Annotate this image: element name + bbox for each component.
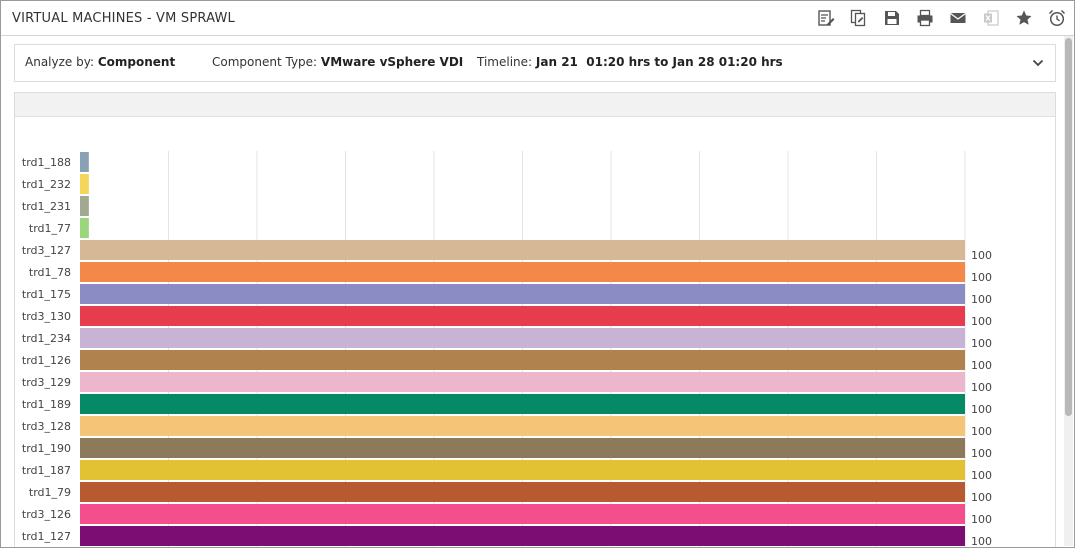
vm-sprawl-bar-chart: trd1_188 trd1_232 trd1_231 trd1_77 trd3_127 1…	[22, 151, 992, 548]
bar-trd1_232[interactable]	[80, 174, 89, 194]
category-label: trd1_189	[22, 398, 71, 411]
schedule-button[interactable]	[1046, 7, 1068, 29]
category-label: trd1_231	[22, 200, 71, 213]
bar-trd1_190[interactable]	[80, 438, 965, 458]
category-label: trd1_126	[22, 354, 71, 367]
category-label: trd3_130	[22, 310, 71, 323]
bar-trd1_126[interactable]	[80, 350, 965, 370]
report-toolbar	[815, 7, 1068, 29]
bar-trd3_126[interactable]	[80, 504, 965, 524]
bar-value-label: 100	[971, 359, 992, 372]
bar-trd3_128[interactable]	[80, 416, 965, 436]
chevron-down-icon[interactable]	[1031, 56, 1045, 70]
bar-value-label: 100	[971, 293, 992, 306]
category-label: trd1_188	[22, 156, 71, 169]
filter-summary-bar: Analyze by: Component Component Type: VM…	[14, 44, 1056, 82]
component-type-label: Component Type:	[212, 55, 318, 69]
analyze-by-filter: Analyze by: Component	[25, 55, 175, 69]
category-label: trd1_232	[22, 178, 71, 191]
bar-value-label: 100	[971, 249, 992, 262]
bar-trd1_79[interactable]	[80, 482, 965, 502]
bar-trd1_187[interactable]	[80, 460, 965, 480]
bar-value-label: 100	[971, 425, 992, 438]
bar-value-label: 100	[971, 513, 992, 526]
category-label: trd1_77	[29, 222, 71, 235]
category-label: trd3_129	[22, 376, 71, 389]
category-label: trd3_126	[22, 508, 71, 521]
bar-value-label: 100	[971, 469, 992, 482]
title-bar: VIRTUAL MACHINES - VM SPRAWL	[1, 1, 1074, 36]
print-button[interactable]	[914, 7, 936, 29]
schedule-alarm-icon	[1048, 9, 1066, 27]
bar-trd1_78[interactable]	[80, 262, 965, 282]
save-button[interactable]	[881, 7, 903, 29]
bar-trd1_188[interactable]	[80, 152, 89, 172]
category-label: trd3_128	[22, 420, 71, 433]
bar-value-label: 100	[971, 491, 992, 504]
scrollbar-thumb[interactable]	[1065, 38, 1072, 416]
bar-value-label: 100	[971, 403, 992, 416]
export-excel-button[interactable]	[980, 7, 1002, 29]
timeline-value: Jan 21 01:20 hrs to Jan 28 01:20 hrs	[535, 55, 783, 69]
bar-value-label: 100	[971, 271, 992, 284]
component-type-filter: Component Type: VMware vSphere VDI	[212, 55, 463, 69]
vertical-scrollbar[interactable]	[1064, 36, 1073, 546]
bar-value-label: 100	[971, 447, 992, 460]
category-label: trd1_234	[22, 332, 71, 345]
bar-trd1_234[interactable]	[80, 328, 965, 348]
bar-trd3_127[interactable]	[80, 240, 965, 260]
print-icon	[917, 9, 933, 27]
copy-report-button[interactable]	[848, 7, 870, 29]
bar-value-label: 100	[971, 535, 992, 548]
bar-trd1_189[interactable]	[80, 394, 965, 414]
bar-trd1_231[interactable]	[80, 196, 89, 216]
category-label: trd1_78	[29, 266, 71, 279]
timeline-label: Timeline:	[477, 55, 533, 69]
save-icon	[885, 11, 899, 25]
category-label: trd3_127	[22, 244, 71, 257]
copy-report-icon	[850, 9, 866, 27]
bar-trd1_77[interactable]	[80, 218, 89, 238]
edit-report-button[interactable]	[815, 7, 837, 29]
category-label: trd1_190	[22, 442, 71, 455]
mail-icon	[950, 12, 966, 23]
favorite-star-icon	[1016, 10, 1032, 25]
timeline-filter: Timeline: Jan 21 01:20 hrs to Jan 28 01:…	[477, 55, 783, 69]
category-label: trd1_79	[29, 486, 71, 499]
bar-trd3_130[interactable]	[80, 306, 965, 326]
page-title: VIRTUAL MACHINES - VM SPRAWL	[12, 11, 235, 26]
analyze-by-value: Component	[97, 55, 176, 69]
edit-report-icon	[818, 10, 835, 26]
bar-trd3_129[interactable]	[80, 372, 965, 392]
category-label: trd1_127	[22, 530, 71, 543]
email-button[interactable]	[947, 7, 969, 29]
bar-value-label: 100	[971, 315, 992, 328]
chart-panel: trd1_188 trd1_232 trd1_231 trd1_77 trd3_127 1…	[14, 92, 1056, 548]
category-label: trd1_187	[22, 464, 71, 477]
bar-trd1_127[interactable]	[80, 526, 965, 546]
analyze-by-label: Analyze by:	[25, 55, 94, 69]
bar-value-label: 100	[971, 337, 992, 350]
chart-header-bar	[15, 93, 1055, 117]
favorite-button[interactable]	[1013, 7, 1035, 29]
excel-export-icon	[984, 10, 999, 26]
bar-value-label: 100	[971, 381, 992, 394]
bar-trd1_175[interactable]	[80, 284, 965, 304]
category-label: trd1_175	[22, 288, 71, 301]
component-type-value: VMware vSphere VDI	[320, 55, 464, 69]
